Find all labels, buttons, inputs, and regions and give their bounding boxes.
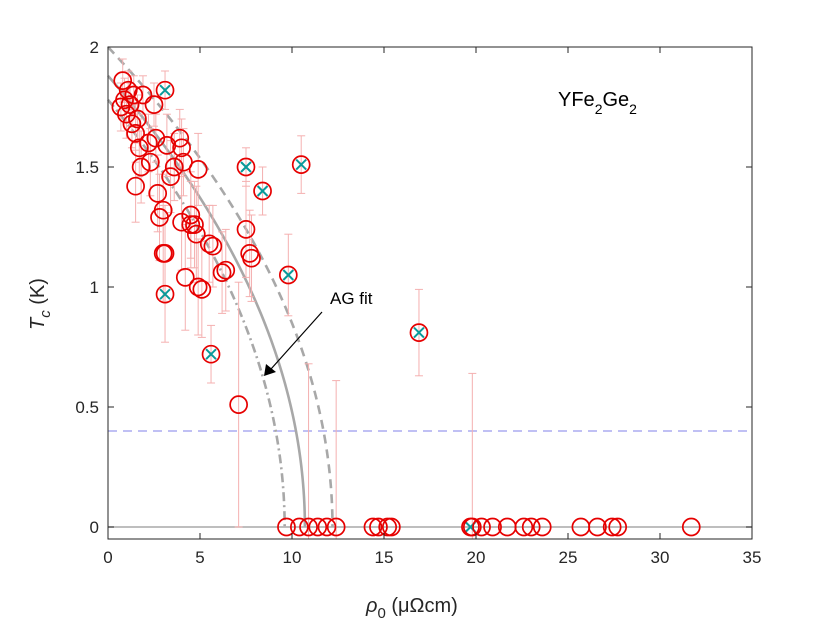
- x-tick-label: 20: [467, 548, 486, 567]
- data-point: [181, 205, 201, 225]
- data-point: [308, 517, 328, 537]
- data-point: [278, 265, 298, 285]
- y-tick-label: 2: [90, 38, 99, 57]
- data-point: [175, 268, 195, 287]
- fit-label: AG fit: [330, 289, 373, 308]
- axis-ticks-layer: 0 5 10 15 20 25 30 35 0 0.5 1 1.5 2: [75, 38, 761, 567]
- fit-curve-dashdot: [106, 98, 286, 527]
- data-point: [462, 517, 482, 537]
- data-point: [140, 152, 160, 172]
- errorbars-layer: [116, 58, 477, 540]
- x-tick-label: 5: [195, 548, 204, 567]
- data-point-cross: [205, 348, 217, 360]
- data-point: [186, 224, 206, 244]
- data-point: [128, 109, 147, 129]
- data-point: [164, 157, 184, 177]
- data-points-layer: [111, 71, 701, 537]
- data-point: [174, 152, 193, 172]
- data-point: [681, 517, 701, 537]
- data-point: [369, 517, 388, 537]
- data-point: [122, 114, 142, 134]
- data-point: [472, 517, 491, 537]
- data-point: [146, 128, 166, 148]
- data-point: [299, 517, 318, 537]
- x-tick-label: 30: [651, 548, 670, 567]
- data-point: [153, 200, 173, 220]
- data-point: [317, 517, 337, 537]
- data-point: [155, 284, 175, 304]
- data-point: [216, 260, 236, 280]
- data-point: [126, 176, 145, 196]
- data-point: [229, 395, 248, 414]
- data-point: [133, 85, 153, 105]
- data-point: [602, 517, 622, 537]
- compound-label: YFe2Ge2: [558, 89, 637, 117]
- y-axis-title: Tc (K): [27, 278, 54, 330]
- plot-frame: [107, 46, 753, 540]
- data-point: [170, 128, 190, 148]
- data-point: [161, 167, 180, 186]
- data-point: [188, 277, 208, 297]
- data-point: [188, 160, 208, 179]
- x-tick-label: 0: [103, 548, 112, 567]
- data-point: [236, 157, 256, 177]
- data-point-cross: [295, 158, 307, 171]
- data-point: [409, 323, 429, 342]
- data-point-cross: [240, 161, 252, 173]
- data-point: [588, 517, 607, 537]
- data-point: [192, 280, 212, 299]
- data-point-cross: [159, 84, 171, 96]
- x-tick-label: 35: [743, 548, 762, 567]
- data-point-cross: [256, 185, 269, 197]
- data-point: [608, 517, 628, 537]
- data-point: [236, 220, 256, 239]
- data-point: [126, 124, 145, 143]
- data-point: [521, 517, 541, 537]
- y-tick-label: 0.5: [75, 398, 99, 417]
- data-point: [201, 344, 221, 364]
- data-point: [483, 517, 502, 537]
- data-point: [144, 95, 164, 114]
- x-tick-label: 25: [559, 548, 578, 567]
- data-point: [363, 517, 383, 537]
- data-point: [253, 181, 272, 201]
- data-point: [514, 517, 534, 537]
- y-tick-label: 1: [90, 278, 99, 297]
- data-point: [382, 517, 401, 537]
- data-point: [242, 248, 261, 268]
- data-point: [113, 71, 133, 90]
- data-point-cross: [282, 269, 295, 281]
- x-axis-title: ρ0 (μΩcm): [365, 595, 458, 622]
- x-tick-label: 15: [375, 548, 394, 567]
- data-point: [120, 95, 140, 114]
- data-point: [290, 517, 309, 537]
- data-point: [185, 215, 204, 234]
- data-point: [115, 90, 134, 110]
- y-tick-label: 1.5: [75, 158, 99, 177]
- data-point: [291, 155, 311, 174]
- data-point: [212, 263, 232, 282]
- data-point: [199, 234, 219, 254]
- data-point: [277, 517, 296, 537]
- data-point: [203, 236, 223, 256]
- data-point-cross: [413, 326, 425, 339]
- data-point: [131, 157, 151, 177]
- data-point: [117, 104, 136, 124]
- x-tick-label: 10: [283, 548, 302, 567]
- data-point: [326, 517, 346, 537]
- data-point: [155, 244, 175, 263]
- fit-arrow: [264, 311, 323, 376]
- data-point: [129, 138, 149, 158]
- data-point-cross: [159, 288, 171, 300]
- data-point: [148, 184, 168, 203]
- data-point: [532, 517, 552, 537]
- y-tick-label: 0: [90, 518, 99, 537]
- data-point: [172, 138, 191, 158]
- fit-curve-dashed: [107, 46, 334, 527]
- data-point: [155, 80, 175, 100]
- plot-area: [108, 47, 752, 539]
- data-point: [124, 85, 144, 105]
